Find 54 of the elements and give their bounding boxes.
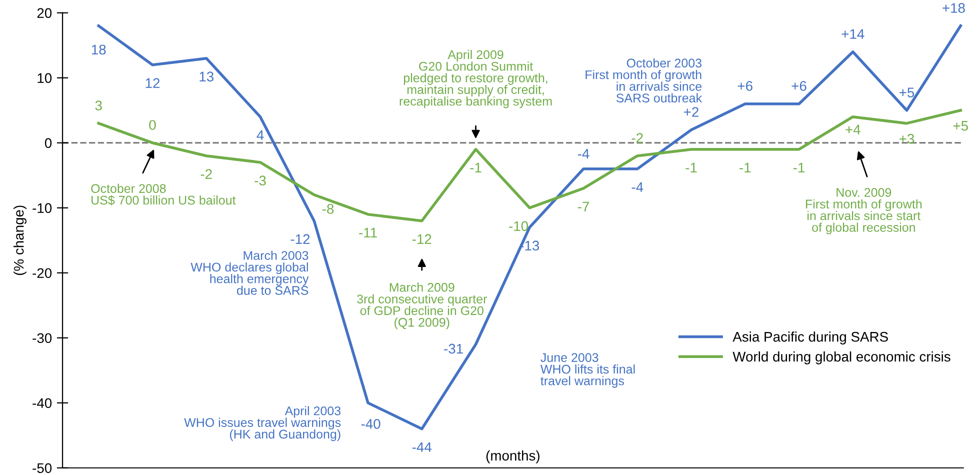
data-label: -31 [444,344,463,354]
y-tick-label: 0 [44,138,52,148]
data-label: -40 [361,418,380,429]
data-label: +6 [738,81,752,91]
annotation: Nov. 2009 First month of growth in arrivals since start of global recession [806,188,922,234]
data-label: -7 [578,202,589,212]
annotation: October 2003 First month of growth in arrivals since SARS outbreak [586,58,702,102]
data-label: -3 [254,176,266,186]
data-label: -1 [470,162,482,172]
data-label: -1 [793,162,804,172]
data-label: -13 [520,240,540,251]
annotation: June 2003 WHO lifts its final travel warnings [540,353,635,388]
data-label: -4 [632,182,644,192]
data-label: -12 [290,234,310,244]
data-label: -4 [578,148,590,159]
y-axis-title: (% change) [14,206,26,275]
data-label: 12 [146,78,160,88]
y-tick-label: -30 [32,333,52,344]
data-label: +6 [792,81,806,91]
data-label: -1 [740,162,751,172]
annotation: March 2009 3rd consecutive quarter of GDP decline in G20 (Q1 2009) [357,282,487,330]
data-label: +5 [953,121,968,131]
data-label: +5 [900,88,914,98]
data-label: 4 [256,130,264,140]
legend-label: World during global economic crisis [732,351,950,364]
y-tick-label: 20 [37,8,52,18]
data-label: +4 [846,124,860,134]
data-label: -8 [322,204,334,214]
data-label: 3 [95,100,102,110]
x-axis-title: (months) [486,450,540,464]
annotation: April 2009 G20 London Summit pledged to restore growth, maintain supply of credit, recapitalise banking system [400,50,552,108]
data-label: +3 [900,134,914,144]
data-label: -10 [509,221,528,232]
data-label: -12 [412,234,432,244]
annotation: October 2008 US$ 700 billion US bailout [91,184,236,206]
y-tick-label: -10 [32,203,52,214]
data-label: -1 [686,162,697,172]
data-label: +2 [684,107,698,117]
data-label: -44 [412,442,432,452]
data-label: 18 [92,44,106,55]
data-label: -2 [632,133,643,143]
y-tick-label: -50 [32,463,52,474]
annotation: March 2003 WHO declares global health emergency due to SARS [190,250,309,295]
y-tick-label: -20 [32,268,52,278]
y-tick-label: 10 [38,73,52,83]
data-label: +14 [842,29,864,39]
y-tick-label: -40 [32,398,52,408]
data-label: 0 [149,120,156,130]
data-label: +18 [942,3,965,13]
data-label: 13 [200,72,214,82]
data-label: -11 [359,228,377,238]
legend-label: Asia Pacific during SARS [732,332,888,344]
data-label: -2 [200,169,212,179]
annotation: April 2003 WHO issues travel warnings (HK and Guandong) [184,406,341,442]
